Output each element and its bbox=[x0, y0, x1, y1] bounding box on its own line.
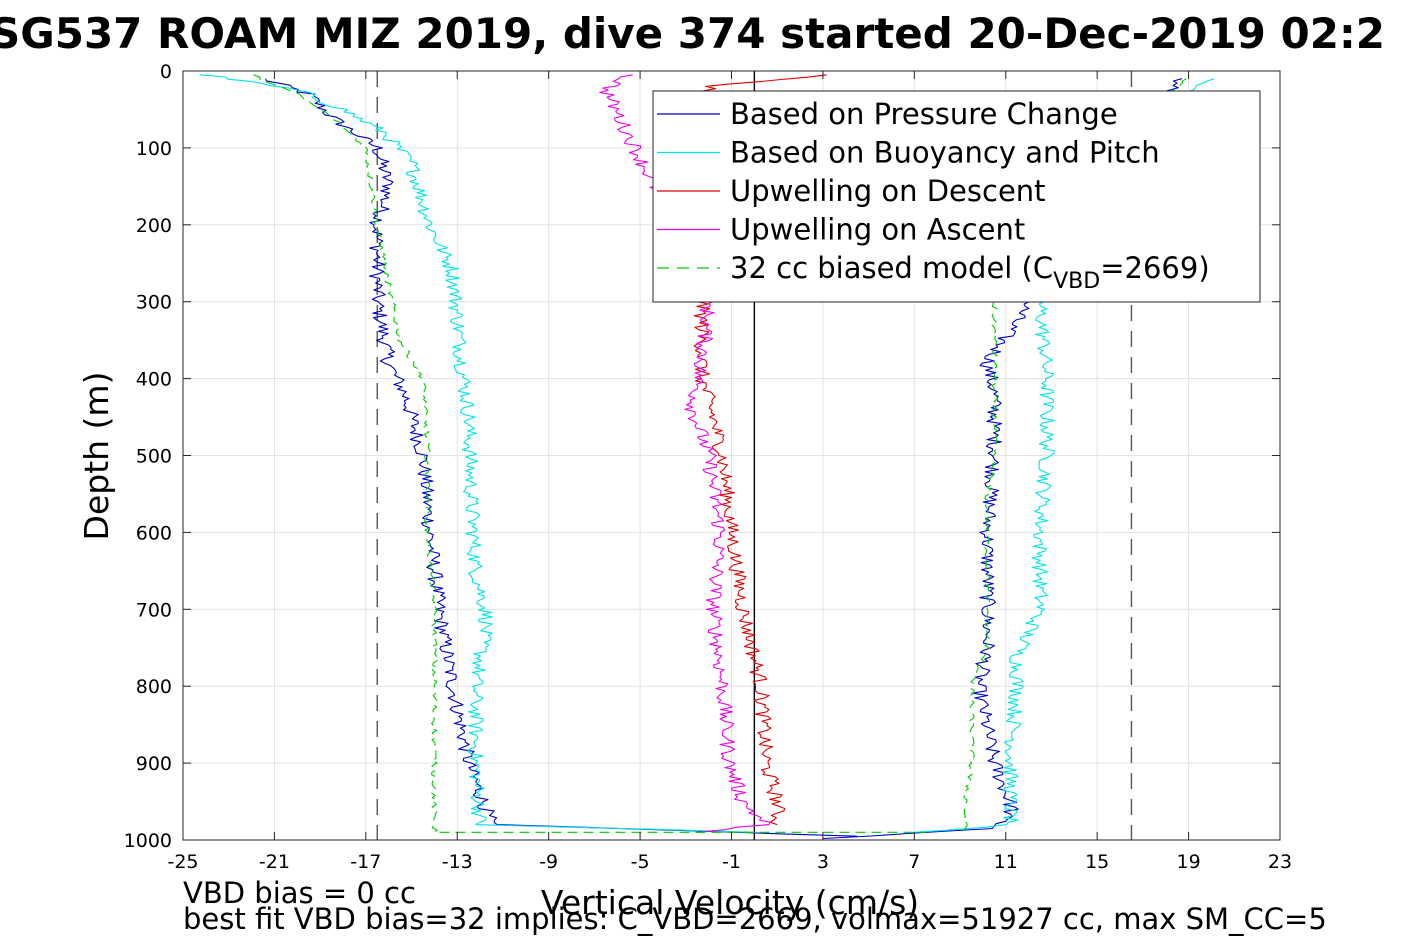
x-axis-label: Vertical Velocity (cm/s) bbox=[541, 883, 919, 922]
legend-label: Upwelling on Ascent bbox=[730, 213, 1025, 247]
y-tick-label: 600 bbox=[136, 522, 172, 544]
x-tick-label: -25 bbox=[167, 851, 198, 873]
legend: Based on Pressure Change Based on Buoyanc… bbox=[652, 90, 1261, 303]
y-tick-label: 200 bbox=[136, 215, 172, 237]
x-tick-label: 3 bbox=[817, 851, 829, 873]
legend-label: 32 cc biased model (C bbox=[730, 251, 1053, 285]
x-tick-label: -13 bbox=[442, 851, 473, 873]
y-axis-ticks: 0 100 200 300 400 500 600 700 800 900 1000 bbox=[124, 61, 1280, 852]
y-tick-label: 800 bbox=[136, 676, 172, 698]
vbd-bias-note: VBD bias = 0 cc bbox=[183, 876, 416, 910]
legend-label: Upwelling on Descent bbox=[730, 174, 1046, 208]
legend-box bbox=[652, 90, 1261, 303]
y-tick-label: 900 bbox=[136, 753, 172, 775]
legend-label: Based on Pressure Change bbox=[730, 97, 1118, 131]
y-tick-label: 400 bbox=[136, 369, 172, 391]
y-tick-label: 1000 bbox=[124, 830, 172, 852]
x-tick-label: 7 bbox=[908, 851, 920, 873]
legend-entry: Upwelling on Ascent bbox=[730, 213, 1025, 247]
series-line-32-cc-biased-model-c-vbd-2669-descent bbox=[253, 74, 926, 833]
x-tick-label: 15 bbox=[1085, 851, 1109, 873]
y-tick-label: 300 bbox=[136, 292, 172, 314]
legend-entry: 32 cc biased model (CVBD=2669) bbox=[730, 251, 1210, 294]
series-line-based-on-pressure-change-descent bbox=[264, 78, 858, 837]
x-tick-label: 23 bbox=[1268, 851, 1292, 873]
y-tick-label: 100 bbox=[136, 138, 172, 160]
y-tick-label: 500 bbox=[136, 446, 172, 468]
x-tick-label: 19 bbox=[1176, 851, 1200, 873]
x-tick-label: -17 bbox=[350, 851, 381, 873]
x-tick-label: -21 bbox=[259, 851, 290, 873]
legend-label-suffix: =2669) bbox=[1100, 251, 1209, 285]
x-tick-label: -1 bbox=[722, 851, 741, 873]
series-line-based-on-buoyancy-and-pitch-descent bbox=[199, 74, 755, 833]
chart-title: SG537 ROAM MIZ 2019, dive 374 started 20… bbox=[0, 9, 1385, 58]
x-tick-label: 11 bbox=[994, 851, 1018, 873]
legend-entry: Upwelling on Descent bbox=[730, 174, 1046, 208]
y-tick-label: 700 bbox=[136, 599, 172, 621]
best-fit-note: best fit VBD bias=32 implies: C_VBD=2669… bbox=[183, 902, 1327, 936]
y-tick-label: 0 bbox=[160, 61, 172, 83]
x-axis-ticks: -25 -21 -17 -13 -9 -5 -1 3 7 11 15 19 23 bbox=[167, 71, 1292, 873]
x-tick-label: -5 bbox=[631, 851, 650, 873]
legend-entry: Based on Buoyancy and Pitch bbox=[730, 136, 1160, 170]
legend-entry: Based on Pressure Change bbox=[730, 97, 1118, 131]
y-axis-label: Depth (m) bbox=[77, 372, 116, 541]
legend-label: Based on Buoyancy and Pitch bbox=[730, 136, 1160, 170]
x-tick-label: -9 bbox=[539, 851, 558, 873]
legend-subscript: VBD bbox=[1053, 269, 1100, 294]
